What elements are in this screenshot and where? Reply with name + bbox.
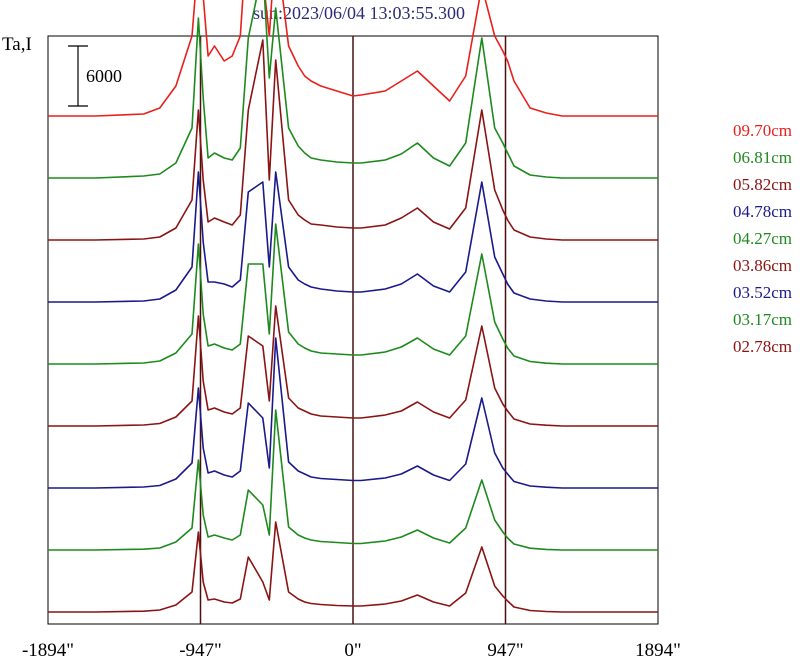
legend-entry-6: 03.52cm: [733, 283, 792, 302]
legend-entry-1: 06.81cm: [733, 148, 792, 167]
legend-entry-8: 02.78cm: [733, 337, 792, 356]
x-tick-label-4: 1894": [635, 640, 681, 661]
trace-6: [48, 337, 658, 489]
x-tick-labels: -1894" -947" 0" 947" 1894": [22, 640, 681, 661]
vertical-lines: [199, 36, 507, 624]
trace-0: [48, 0, 658, 117]
x-tick-label-0: -1894": [22, 640, 74, 661]
legend-entry-5: 03.86cm: [733, 256, 792, 275]
trace-4: [48, 223, 658, 365]
chart-title: sun:2023/06/04 13:03:55.300: [253, 3, 465, 23]
trace-2: [48, 39, 658, 241]
legend-entry-4: 04.27cm: [733, 229, 792, 248]
x-tick-label-2: 0": [344, 640, 361, 661]
y-axis-label: Ta,I: [2, 34, 32, 55]
trace-8: [48, 521, 658, 613]
legend: 09.70cm 06.81cm 05.82cm 04.78cm 04.27cm 03.86…: [733, 121, 792, 356]
traces: [48, 0, 658, 613]
trace-7: [48, 409, 658, 551]
x-tick-label-3: 947": [487, 640, 523, 661]
scale-bar-label: 6000: [86, 66, 122, 86]
legend-entry-2: 05.82cm: [733, 175, 792, 194]
trace-1: [48, 0, 658, 179]
scale-bar: 6000: [68, 45, 122, 107]
trace-5: [48, 305, 658, 427]
legend-entry-0: 09.70cm: [733, 121, 792, 140]
x-tick-label-1: -947": [179, 640, 222, 661]
legend-entry-7: 03.17cm: [733, 310, 792, 329]
trace-3: [48, 171, 658, 303]
legend-entry-3: 04.78cm: [733, 202, 792, 221]
